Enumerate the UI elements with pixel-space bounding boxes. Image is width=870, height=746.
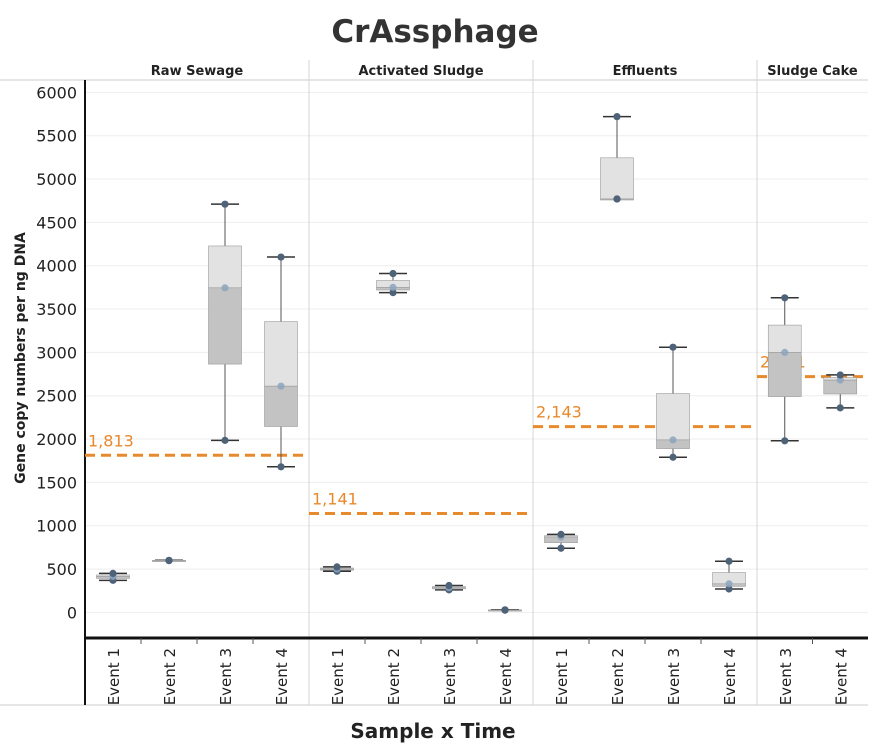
- y-tick-label: 4500: [36, 213, 77, 232]
- y-tick-label: 1500: [36, 473, 77, 492]
- data-point: [613, 113, 621, 121]
- y-tick-label: 3500: [36, 300, 77, 319]
- data-point: [725, 580, 733, 588]
- data-point: [781, 348, 789, 356]
- data-point: [557, 544, 565, 552]
- chart-title: CrAssphage: [331, 14, 538, 50]
- x-tick-label: Event 3: [777, 648, 795, 705]
- y-tick-label: 4000: [36, 257, 77, 276]
- data-point: [836, 404, 844, 412]
- box-lower: [264, 385, 298, 427]
- data-point: [277, 382, 285, 390]
- x-tick-label: Event 4: [273, 648, 291, 705]
- x-tick-label: Event 4: [832, 648, 850, 705]
- reference-line-label: 1,813: [88, 431, 134, 450]
- x-tick-label: Event 1: [329, 648, 347, 705]
- data-point: [501, 606, 509, 614]
- data-point: [165, 556, 173, 564]
- y-tick-label: 5500: [36, 127, 77, 146]
- reference-line-label: 2,143: [536, 403, 582, 422]
- box-event-4[interactable]: [712, 557, 746, 593]
- data-point: [669, 436, 677, 444]
- data-point: [221, 284, 229, 292]
- data-point: [221, 436, 229, 444]
- data-point: [669, 343, 677, 351]
- y-tick-label: 2000: [36, 430, 77, 449]
- plot-area: 0 500 1000 1500 2000 2500 3000 3500 4000 4500 5000…: [0, 60, 868, 706]
- x-tick-label: Event 4: [497, 648, 515, 705]
- data-point: [277, 253, 285, 261]
- y-tick-label: 6000: [36, 83, 77, 102]
- box-event-2[interactable]: [152, 556, 186, 565]
- data-point: [781, 294, 789, 302]
- x-tick-label: Event 3: [441, 648, 459, 705]
- box-upper: [600, 157, 634, 200]
- y-axis-title: Gene copy numbers per ng DNA: [13, 232, 29, 484]
- data-point: [836, 376, 844, 384]
- data-point: [557, 530, 565, 538]
- data-point: [445, 581, 453, 590]
- panel-label: Sludge Cake: [767, 64, 858, 79]
- box-event-3[interactable]: [767, 294, 802, 445]
- data-point: [109, 569, 117, 577]
- box-event-3[interactable]: [208, 200, 242, 444]
- reference-line-label: 1,141: [312, 490, 358, 509]
- box-event-3[interactable]: [656, 343, 690, 461]
- x-tick-label: Event 3: [665, 648, 683, 705]
- y-tick-label: 0: [67, 603, 77, 622]
- box-lower: [767, 352, 802, 397]
- x-tick-label: Event 2: [385, 648, 403, 705]
- box-event-1[interactable]: [96, 569, 130, 584]
- panel-label: Activated Sludge: [358, 64, 483, 79]
- data-point: [613, 195, 621, 203]
- box-event-2[interactable]: [376, 269, 410, 297]
- box-event-1[interactable]: [320, 563, 354, 575]
- data-point: [725, 585, 733, 593]
- box-event-4[interactable]: [488, 606, 522, 614]
- x-tick-label: Event 2: [609, 648, 627, 705]
- data-point: [836, 371, 844, 379]
- panel-effluents: Effluents 2,143 Event 1 Event 2 Event 3 Event…: [533, 64, 757, 705]
- box-event-3[interactable]: [432, 581, 466, 594]
- box-event-4[interactable]: [823, 371, 858, 412]
- panel-activated-sludge: Activated Sludge 1,141 Event 1 Event 2 Event…: [309, 64, 533, 705]
- y-tick-label: 500: [46, 560, 77, 579]
- panel-raw-sewage: Raw Sewage 1,813 Event 1 Event 2 Event 3 Even…: [85, 64, 309, 705]
- x-tick-label: Event 1: [553, 648, 571, 705]
- x-tick-label: Event 4: [721, 648, 739, 705]
- y-tick-label: 5000: [36, 170, 77, 189]
- y-tick-label: 2500: [36, 387, 77, 406]
- y-tick-label: 3000: [36, 343, 77, 362]
- box-event-4[interactable]: [264, 253, 298, 471]
- box-lower: [208, 287, 242, 365]
- box-upper: [656, 393, 690, 441]
- y-tick-label: 1000: [36, 517, 77, 536]
- box-event-1[interactable]: [544, 530, 578, 552]
- data-point: [781, 437, 789, 445]
- data-point: [389, 283, 397, 291]
- data-point: [669, 453, 677, 461]
- box-upper: [264, 321, 298, 387]
- x-axis-title: Sample x Time: [350, 719, 515, 743]
- box-event-2[interactable]: [600, 113, 634, 203]
- data-point: [389, 288, 397, 297]
- x-tick-label: Event 3: [217, 648, 235, 705]
- data-point: [389, 269, 397, 278]
- data-point: [277, 463, 285, 471]
- data-point: [221, 200, 229, 208]
- panel-label: Raw Sewage: [151, 64, 244, 79]
- box-upper: [767, 324, 802, 353]
- x-tick-label: Event 1: [105, 648, 123, 705]
- data-point: [333, 563, 341, 571]
- panel-label: Effluents: [613, 64, 678, 79]
- x-tick-label: Event 2: [161, 648, 179, 705]
- data-point: [725, 557, 733, 565]
- box-upper: [208, 245, 242, 289]
